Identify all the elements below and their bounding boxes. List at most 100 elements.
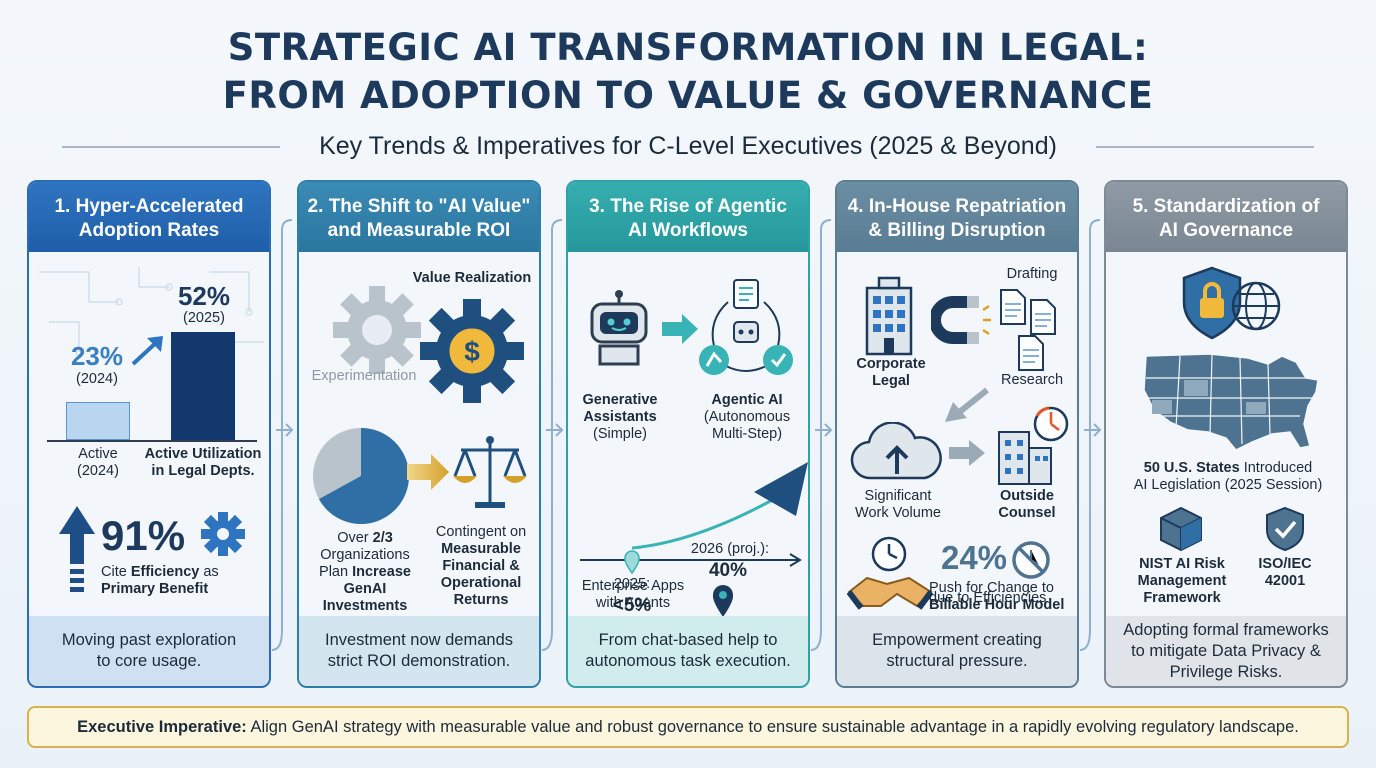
imperative-label: Executive Imperative: xyxy=(77,718,247,736)
pie-text-bold3: GenAI xyxy=(343,581,387,597)
card-title-line2: AI Workflows xyxy=(628,220,748,241)
efficiency-text: Cite Efficiency as xyxy=(101,564,261,581)
connector-1-2 xyxy=(271,219,294,651)
contingent-bold4: Returns xyxy=(453,592,509,608)
projection-label-text: 2026 (proj.): xyxy=(690,541,770,557)
subtitle-rule-left xyxy=(62,146,280,148)
growth-arrow-icon xyxy=(580,462,808,567)
states-text: 50 U.S. States Introduced xyxy=(1110,460,1346,477)
card-repatriation-billing: 4. In-House Repatriation & Billing Disru… xyxy=(835,180,1079,688)
card-footer: From chat-based help to autonomous task … xyxy=(568,616,808,686)
location-pin-icon xyxy=(712,585,734,617)
agentic-bold: Agentic AI xyxy=(711,392,783,408)
dollar-gear-icon: $ xyxy=(420,299,524,403)
page-title-line1: STRATEGIC AI TRANSFORMATION IN LEGAL: xyxy=(227,26,1149,69)
pie-text-1a: Over xyxy=(337,530,373,546)
card-ai-value-roi: 2. The Shift to "AI Value" and Measurabl… xyxy=(297,180,541,688)
stat-2025-label: (2025) xyxy=(183,310,225,326)
document-icon xyxy=(1000,289,1056,371)
axis-label-right-2: in Legal Depts. xyxy=(151,463,255,479)
shield-lock-icon xyxy=(1182,266,1242,340)
footer-line1: Moving past exploration xyxy=(61,631,237,649)
card-header: 3. The Rise of Agentic AI Workflows xyxy=(568,182,808,252)
pie-text-bold1: 2/3 xyxy=(372,530,393,546)
drafting-label: Drafting xyxy=(1006,266,1058,282)
arrow-right-icon xyxy=(949,440,985,466)
significant-line1: Significant xyxy=(864,488,932,504)
stat-2024-label: (2024) xyxy=(76,371,118,387)
iso-line1: ISO/IEC xyxy=(1258,556,1312,572)
cube-icon xyxy=(1160,506,1202,552)
stat-2025: 52% xyxy=(177,281,231,311)
efficiency-text-bold: Efficiency xyxy=(130,564,200,580)
page-title-line2: FROM ADOPTION TO VALUE & GOVERNANCE xyxy=(222,74,1154,117)
axis-label-right-1: Active Utilization xyxy=(144,446,262,462)
bar-2024 xyxy=(66,402,130,440)
footer-line2: autonomous task execution. xyxy=(585,652,791,670)
card-body: Value Realization Experimentation $ xyxy=(299,252,539,620)
card-title-line1: 5. Standardization of xyxy=(1132,196,1320,217)
card-footer: Investment now demands strict ROI demons… xyxy=(299,616,539,686)
card-title-line1: 1. Hyper-Accelerated xyxy=(54,196,244,217)
building-icon xyxy=(865,276,913,356)
connector-2-3 xyxy=(541,219,564,651)
handshake-icon xyxy=(847,536,933,610)
connector-4-5 xyxy=(1079,219,1102,651)
pie-text-2: Organizations xyxy=(320,547,410,563)
robot-icon xyxy=(590,290,648,366)
efficiency-text-2: as xyxy=(199,564,219,580)
subtitle-bar: Key Trends & Imperatives for C-Level Exe… xyxy=(0,128,1376,164)
value-realization-label: Value Realization xyxy=(412,270,532,286)
axis-label-left-2: (2024) xyxy=(77,463,119,479)
svg-text:$: $ xyxy=(464,336,480,367)
pie-text-3a: Plan xyxy=(319,564,353,580)
states-bold: 50 U.S. States xyxy=(1143,460,1240,476)
globe-icon xyxy=(1231,281,1281,331)
projection-value: 40% xyxy=(708,560,748,581)
billing-line1: Push for Change to xyxy=(929,580,1054,596)
no-entry-icon xyxy=(1012,541,1050,579)
current-label: 2025: xyxy=(613,576,651,592)
pie-text-3: Plan Increase xyxy=(305,564,425,581)
card-body: 50 U.S. States Introduced AI Legislation… xyxy=(1106,252,1346,620)
card-title-line2: Adoption Rates xyxy=(78,220,220,241)
research-label: Research xyxy=(1000,372,1064,388)
shield-check-icon xyxy=(1266,506,1304,552)
experimentation-label: Experimentation xyxy=(311,368,417,384)
card-title-line1: 2. The Shift to "AI Value" xyxy=(307,196,531,217)
card-body: Generative Assistants (Simple) Agentic A… xyxy=(568,252,808,620)
efficiency-text-3: Primary Benefit xyxy=(101,581,209,597)
agentic-sub2: Multi-Step) xyxy=(711,426,783,442)
current-value: <5% xyxy=(612,595,652,616)
gear-icon xyxy=(333,286,421,374)
card-title-line1: 4. In-House Repatriation xyxy=(847,196,1067,217)
contingent-1: Contingent on xyxy=(435,524,527,540)
imperative-text: Align GenAI strategy with measurable val… xyxy=(246,718,1299,736)
billing-line2: due to Efficiencies xyxy=(929,590,1047,606)
iso-line2: 42001 xyxy=(1264,573,1306,589)
corporate-line1: Corporate xyxy=(856,356,926,372)
card-body: 52% (2025) 23% (2024) Active (2024) Acti… xyxy=(29,252,269,620)
pie-text-bold4: Investments xyxy=(322,598,408,614)
footer-line2: structural pressure. xyxy=(886,652,1028,670)
card-header: 5. Standardization of AI Governance xyxy=(1106,182,1346,252)
efficiency-text-1: Cite xyxy=(101,564,131,580)
executive-imperative-banner: Executive Imperative: Align GenAI strate… xyxy=(27,706,1349,748)
card-footer: Moving past exploration to core usage. xyxy=(29,616,269,686)
generative-sub: (Simple) xyxy=(593,426,647,442)
up-arrow-icon xyxy=(59,506,95,592)
footer-line1: Adopting formal frameworks xyxy=(1123,621,1329,639)
card-header: 2. The Shift to "AI Value" and Measurabl… xyxy=(299,182,539,252)
us-map-icon xyxy=(1143,353,1319,451)
axis-label-left-1: Active xyxy=(78,446,118,462)
arrow-right-icon xyxy=(662,314,698,344)
outside-counsel-building-icon xyxy=(998,406,1069,485)
outside-line1: Outside xyxy=(1000,488,1054,504)
footer-line2: to core usage. xyxy=(96,652,202,670)
trend-arrow-icon xyxy=(131,336,163,366)
card-title-line2: AI Governance xyxy=(1158,220,1294,241)
pie-text-1: Over 2/3 xyxy=(305,530,425,547)
footer-line1: From chat-based help to xyxy=(598,631,778,649)
states-text-2: AI Legislation (2025 Session) xyxy=(1133,477,1323,493)
location-pin-icon xyxy=(624,550,640,574)
